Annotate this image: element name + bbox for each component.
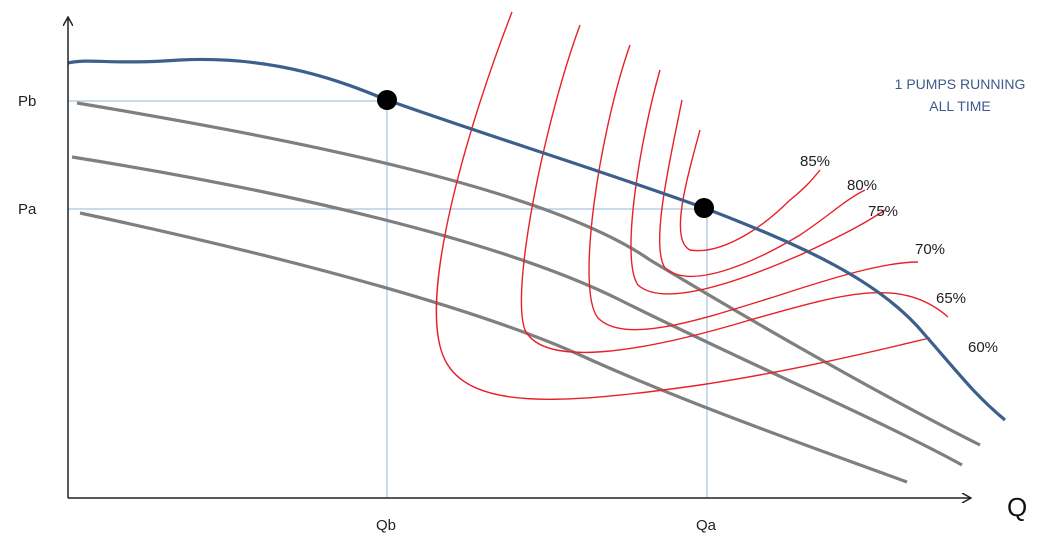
running-note-line1: 1 PUMPS RUNNING: [895, 76, 1026, 92]
pump-curve: [67, 57, 1007, 422]
efficiency-label-60: 60%: [968, 339, 998, 356]
running-note-line2: ALL TIME: [929, 98, 990, 114]
efficiency-label-85: 85%: [800, 153, 830, 170]
x-tick-qa: Qa: [696, 517, 717, 534]
x-axis-label: Q: [1007, 492, 1027, 522]
efficiency-label-75: 75%: [868, 203, 898, 220]
system-curve-2: [71, 155, 963, 467]
system-curve-1: [76, 101, 981, 447]
system-curve-3: [79, 211, 908, 484]
y-label-pb: Pb: [18, 93, 36, 110]
efficiency-label-70: 70%: [915, 241, 945, 258]
efficiency-curve-75: [630, 69, 886, 295]
operating-point-b: [377, 90, 397, 110]
efficiency-curve-60: [435, 11, 931, 400]
efficiency-curve-85: [679, 129, 821, 252]
efficiency-label-80: 80%: [847, 177, 877, 194]
efficiency-label-65: 65%: [936, 290, 966, 307]
operating-point-a: [694, 198, 714, 218]
y-label-pa: Pa: [18, 201, 37, 218]
efficiency-curve-80: [659, 99, 866, 277]
x-tick-qb: Qb: [376, 517, 396, 534]
efficiency-curve-65: [520, 24, 949, 354]
